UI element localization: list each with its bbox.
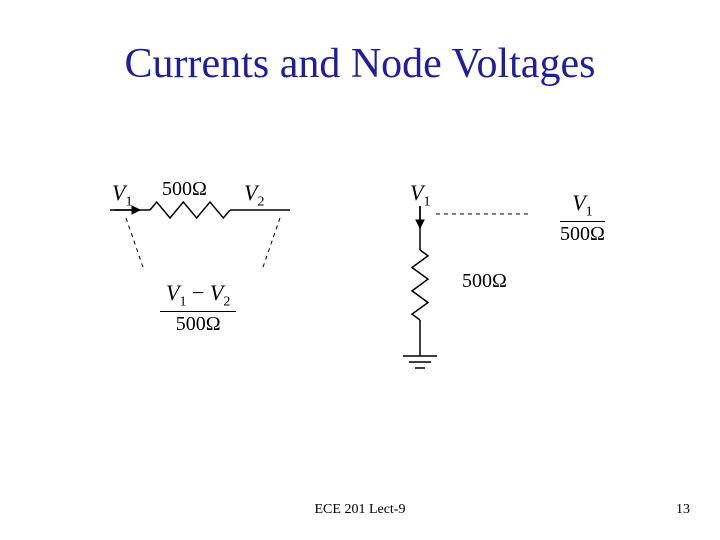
circuit-drawing [0,0,720,540]
